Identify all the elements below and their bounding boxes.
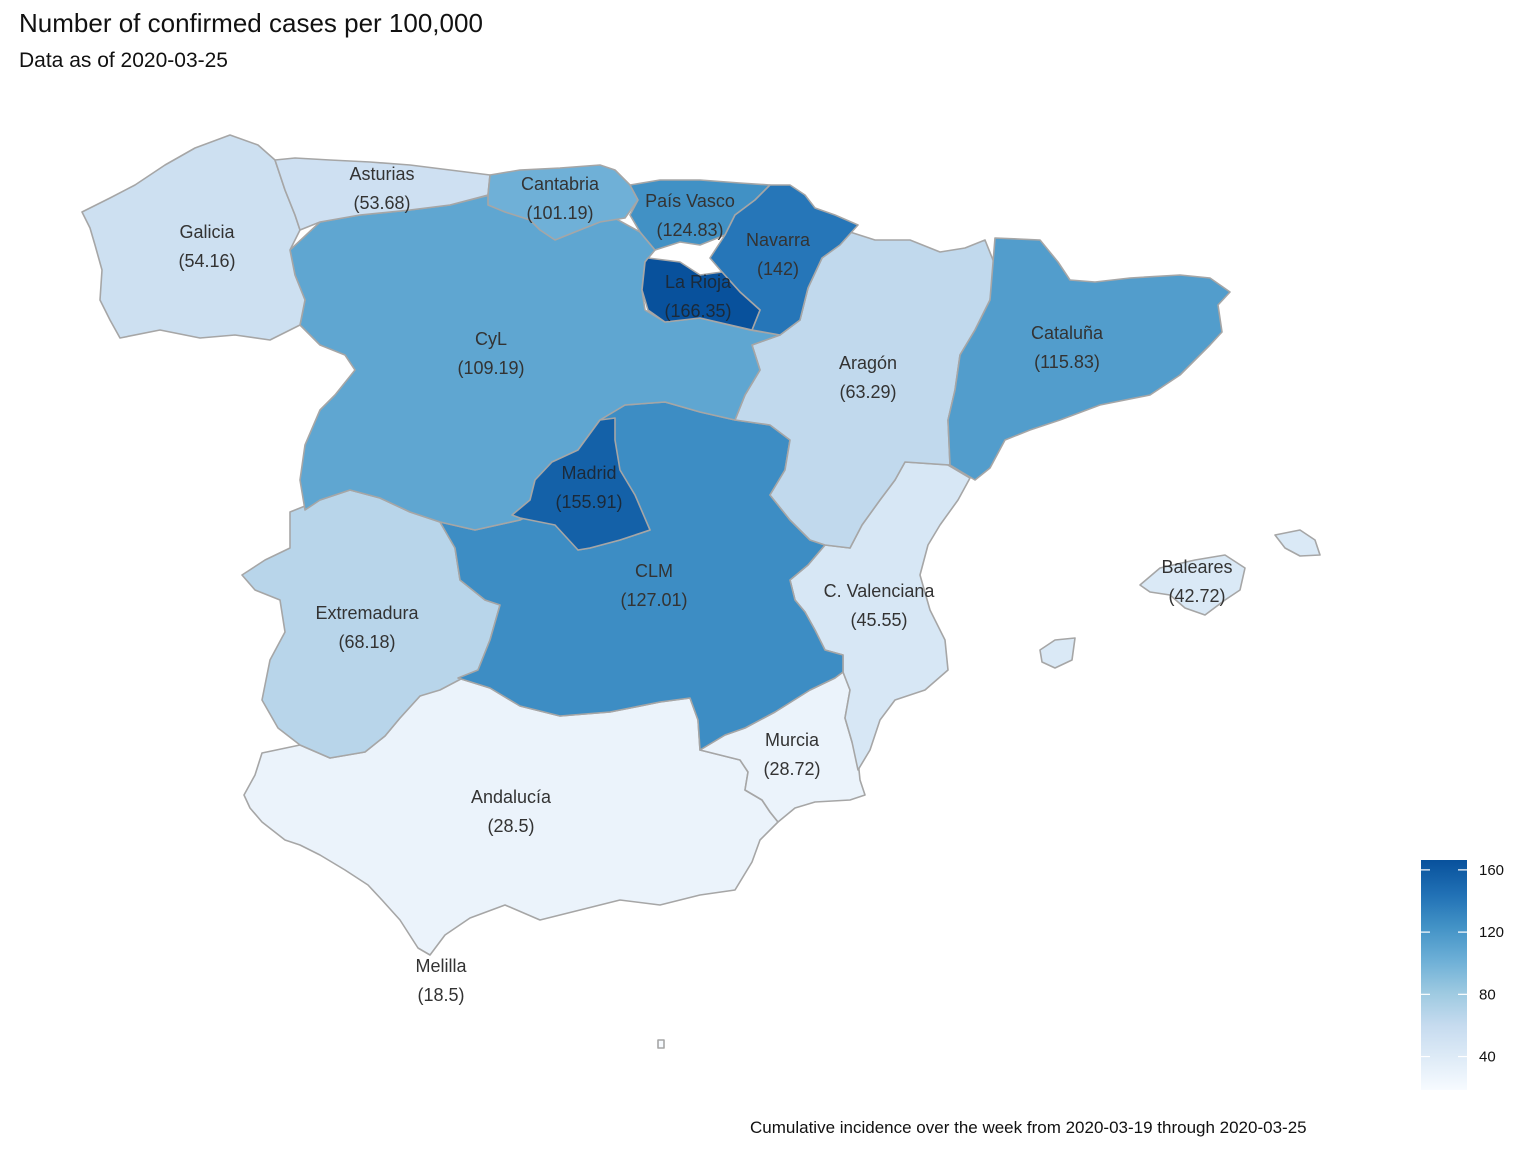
label-la-rioja-value: (166.35) bbox=[664, 301, 731, 321]
label-cyl-value: (109.19) bbox=[457, 358, 524, 378]
label-extremadura-name: Extremadura bbox=[315, 603, 419, 623]
label-c-valenciana-name: C. Valenciana bbox=[824, 581, 936, 601]
label-aragon-name: Aragón bbox=[839, 353, 897, 373]
region-la-rioja[interactable] bbox=[641, 257, 761, 331]
region-baleares[interactable] bbox=[1039, 529, 1321, 669]
label-baleares-value: (42.72) bbox=[1168, 586, 1225, 606]
region-labels-layer: Galicia (54.16) Asturias (53.68) Cantabr… bbox=[178, 164, 1232, 1005]
label-cantabria-value: (101.19) bbox=[526, 203, 593, 223]
legend-tick-label: 40 bbox=[1479, 1049, 1496, 1066]
label-melilla-name: Melilla bbox=[415, 956, 467, 976]
label-la-rioja-name: La Rioja bbox=[665, 272, 732, 292]
label-pais-vasco-value: (124.83) bbox=[656, 220, 723, 240]
label-baleares-name: Baleares bbox=[1161, 557, 1232, 577]
label-cataluna-name: Cataluña bbox=[1031, 323, 1104, 343]
label-melilla-value: (18.5) bbox=[417, 985, 464, 1005]
label-cantabria-name: Cantabria bbox=[521, 174, 600, 194]
legend-tick-label: 80 bbox=[1479, 986, 1496, 1003]
label-pais-vasco-name: País Vasco bbox=[645, 191, 735, 211]
region-galicia[interactable] bbox=[81, 134, 306, 341]
regions-layer bbox=[81, 134, 1321, 1049]
label-cyl-name: CyL bbox=[475, 329, 507, 349]
color-legend: 40 80 120 160 bbox=[1421, 860, 1504, 1090]
label-asturias-value: (53.68) bbox=[353, 193, 410, 213]
label-cataluna-value: (115.83) bbox=[1034, 352, 1100, 372]
label-aragon-value: (63.29) bbox=[839, 382, 896, 402]
legend-ticks: 40 80 120 160 bbox=[1421, 862, 1504, 1066]
region-melilla[interactable] bbox=[657, 1039, 665, 1049]
label-galicia-name: Galicia bbox=[179, 222, 235, 242]
label-murcia-name: Murcia bbox=[765, 730, 820, 750]
label-madrid-name: Madrid bbox=[561, 463, 616, 483]
map-caption: Cumulative incidence over the week from … bbox=[750, 1118, 1307, 1137]
legend-tick-label: 120 bbox=[1479, 924, 1504, 941]
map-subtitle: Data as of 2020-03-25 bbox=[19, 49, 228, 72]
label-navarra-name: Navarra bbox=[746, 230, 811, 250]
legend-colorbar bbox=[1421, 860, 1467, 1090]
legend-tick-label: 160 bbox=[1479, 862, 1504, 879]
label-andalucia-value: (28.5) bbox=[487, 816, 534, 836]
label-galicia-value: (54.16) bbox=[178, 251, 235, 271]
label-murcia-value: (28.72) bbox=[763, 759, 820, 779]
region-madrid[interactable] bbox=[511, 417, 651, 551]
label-navarra-value: (142) bbox=[757, 259, 799, 279]
label-extremadura-value: (68.18) bbox=[338, 632, 395, 652]
map-title: Number of confirmed cases per 100,000 bbox=[19, 8, 483, 38]
label-clm-value: (127.01) bbox=[620, 590, 687, 610]
label-andalucia-name: Andalucía bbox=[471, 787, 552, 807]
label-madrid-value: (155.91) bbox=[555, 492, 622, 512]
label-c-valenciana-value: (45.55) bbox=[850, 610, 907, 630]
region-asturias[interactable] bbox=[274, 157, 491, 231]
label-clm-name: CLM bbox=[635, 561, 673, 581]
region-cataluna[interactable] bbox=[947, 237, 1231, 481]
region-cantabria[interactable] bbox=[487, 164, 639, 241]
label-asturias-name: Asturias bbox=[349, 164, 414, 184]
